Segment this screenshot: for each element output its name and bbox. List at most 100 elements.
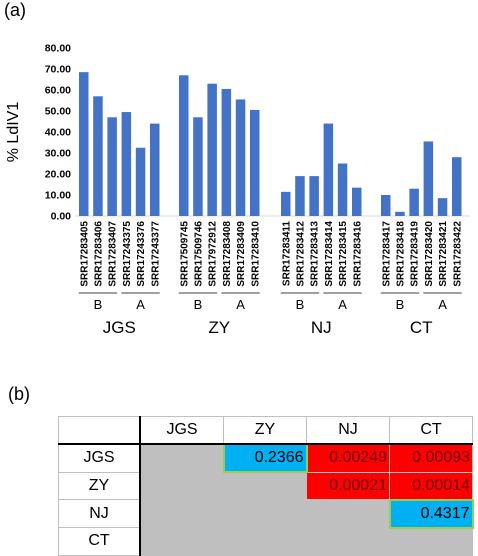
bar (337, 163, 348, 216)
table-corner-cell (58, 416, 141, 445)
bar (79, 72, 89, 217)
y-tick-label: 10.00 (45, 190, 71, 202)
subgroup-label: A (136, 297, 145, 312)
x-tick-label: SRR17283417 (381, 221, 392, 287)
bar (179, 75, 189, 216)
pvalue-cell (389, 527, 473, 556)
subgroup-label: B (296, 297, 305, 312)
x-tick-label: SRR17283406 (93, 221, 104, 287)
bar (193, 117, 203, 216)
bar (437, 198, 448, 216)
pvalue-cell (306, 499, 390, 528)
x-tick-label: SRR17283405 (79, 221, 90, 287)
x-tick-label: SRR17283412 (295, 221, 306, 287)
group-label: CT (410, 318, 433, 337)
y-axis-title: % LdIV1 (5, 102, 22, 163)
bar (352, 187, 362, 216)
subgroup-label: B (94, 297, 103, 312)
x-tick-label: SRR17283422 (452, 221, 463, 287)
x-tick-label: SRR17283411 (281, 221, 292, 286)
pvalue-cell (223, 471, 307, 500)
bar (452, 157, 462, 216)
bar (309, 176, 319, 216)
bar (235, 99, 246, 216)
y-tick-label: 20.00 (45, 169, 71, 181)
pvalue-cell (223, 527, 307, 556)
table-row: CT (58, 527, 473, 556)
x-tick-label: SRR17283418 (395, 221, 406, 287)
bar-chart: % LdIV1 0.00 10.00 20.00 30.00 40.00 50.00 60.0… (5, 43, 470, 337)
bar (281, 191, 291, 216)
bar (381, 195, 391, 216)
bar (295, 176, 305, 216)
panel-a-label: (a) (4, 0, 26, 20)
bar (150, 123, 160, 216)
pvalue-cell (139, 527, 224, 556)
table-row: NJ 0.4317 (58, 498, 474, 529)
bar (409, 188, 419, 216)
panel-b-label: (b) (8, 384, 30, 404)
y-tick-label: 50.00 (45, 106, 71, 118)
bar (107, 117, 117, 216)
pvalue-cell: 0.00014 (389, 471, 473, 500)
subgroup-label: A (438, 297, 447, 312)
x-tick-label: SRR17243377 (150, 221, 161, 287)
subgroup-label: A (236, 297, 245, 312)
group-label: JGS (103, 318, 136, 337)
y-tick-label: 70.00 (45, 64, 71, 76)
column-header: CT (389, 416, 473, 445)
pvalue-table: JGS ZY NJ CT JGS 0.2366 0.00249 0.00093 ZY 0.000… (58, 416, 474, 556)
y-tick-label: 60.00 (45, 85, 71, 97)
subgroup-label: A (338, 297, 347, 312)
pvalue-cell: 0.00021 (306, 471, 390, 500)
x-tick-label: SRR17283414 (324, 221, 335, 287)
table-row: ZY 0.00021 0.00014 (58, 471, 473, 500)
pvalue-cell (139, 443, 224, 473)
y-tick-label: 0.00 (51, 211, 72, 223)
x-tick-label: SRR17283413 (310, 221, 321, 287)
column-header: NJ (306, 416, 390, 445)
x-tick-label: SRR17283408 (222, 221, 233, 287)
x-tick-label: SRR17509745 (179, 221, 190, 287)
bar (250, 109, 260, 216)
y-tick-label: 80.00 (45, 43, 71, 55)
group-label: NJ (311, 318, 332, 337)
row-header: NJ (58, 499, 141, 528)
bar (135, 147, 146, 216)
x-tick-label: SRR17283410 (250, 221, 261, 287)
x-tick-label: SRR17243376 (136, 221, 147, 287)
pvalue-cell: 0.00249 (306, 443, 390, 473)
row-header: JGS (58, 443, 141, 473)
bar (93, 96, 103, 216)
subgroup-label: B (194, 297, 203, 312)
x-tick-label: SRR17283407 (108, 221, 119, 287)
x-tick-label: SRR17283415 (338, 221, 349, 287)
bar (323, 123, 334, 216)
group-label: ZY (208, 318, 230, 337)
x-tick-label: SRR17509746 (193, 221, 204, 287)
bar (121, 112, 132, 216)
subgroup-label: B (396, 297, 405, 312)
x-tick-label: SRR17283421 (438, 221, 449, 287)
pvalue-cell (139, 471, 224, 500)
bar (221, 88, 232, 216)
pvalue-cell: 0.2366 (222, 443, 308, 473)
x-tick-label: SRR17283416 (352, 221, 363, 287)
x-tick-label: SRR17243375 (122, 221, 133, 287)
x-tick-label: SRR17283420 (424, 221, 435, 287)
pvalue-table-body: JGS 0.2366 0.00249 0.00093 ZY 0.00021 0.00014 N… (58, 443, 474, 556)
pvalue-cell (139, 499, 224, 528)
pvalue-cell: 0.4317 (388, 498, 474, 529)
column-header: ZY (223, 416, 307, 445)
pvalue-cell (223, 499, 307, 528)
pvalue-cell (306, 527, 390, 556)
bar (207, 83, 217, 216)
bar (423, 141, 434, 216)
row-header: ZY (58, 471, 141, 500)
row-header: CT (58, 527, 141, 556)
table-row: JGS 0.2366 0.00249 0.00093 (58, 443, 473, 473)
column-header: JGS (139, 416, 224, 445)
x-tick-label: SRR17972912 (208, 221, 219, 287)
pvalue-cell: 0.00093 (389, 443, 473, 473)
pvalue-table-header: JGS ZY NJ CT (58, 416, 473, 445)
